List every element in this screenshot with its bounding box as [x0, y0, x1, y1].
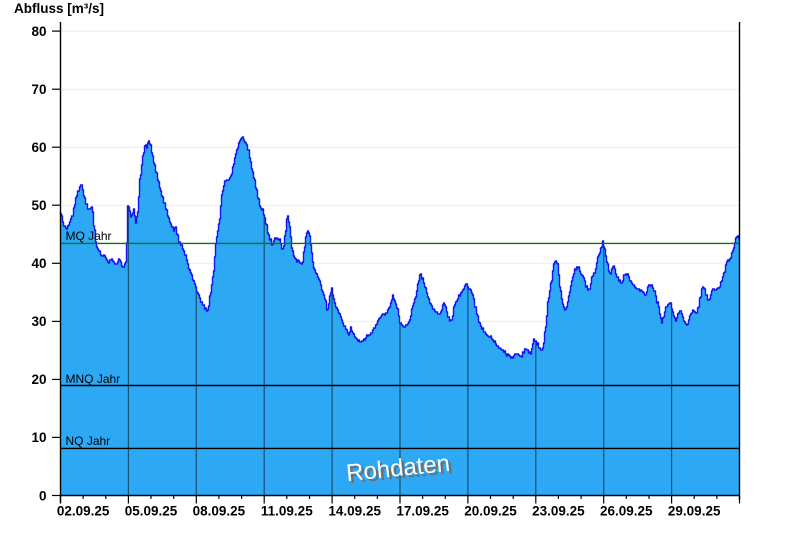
svg-text:29.09.25: 29.09.25: [668, 504, 721, 519]
svg-text:14.09.25: 14.09.25: [328, 504, 381, 519]
svg-text:20.09.25: 20.09.25: [464, 504, 517, 519]
svg-text:70: 70: [31, 82, 46, 97]
svg-text:40: 40: [31, 256, 46, 271]
svg-text:11.09.25: 11.09.25: [261, 504, 313, 519]
svg-text:17.09.25: 17.09.25: [396, 504, 449, 519]
svg-text:60: 60: [31, 140, 46, 155]
svg-text:08.09.25: 08.09.25: [193, 504, 246, 519]
svg-text:Abfluss [m³/s]: Abfluss [m³/s]: [14, 1, 104, 16]
svg-text:NQ Jahr: NQ Jahr: [66, 434, 111, 448]
svg-text:05.09.25: 05.09.25: [125, 504, 178, 519]
svg-text:23.09.25: 23.09.25: [532, 504, 585, 519]
svg-text:MQ Jahr: MQ Jahr: [66, 229, 112, 243]
svg-text:MNQ Jahr: MNQ Jahr: [66, 372, 121, 386]
svg-text:26.09.25: 26.09.25: [600, 504, 653, 519]
svg-text:80: 80: [31, 24, 46, 39]
svg-text:50: 50: [31, 198, 46, 213]
svg-text:02.09.25: 02.09.25: [57, 504, 110, 519]
svg-text:30: 30: [31, 314, 46, 329]
svg-text:0: 0: [39, 488, 47, 503]
svg-text:20: 20: [31, 372, 46, 387]
svg-text:10: 10: [31, 430, 46, 445]
